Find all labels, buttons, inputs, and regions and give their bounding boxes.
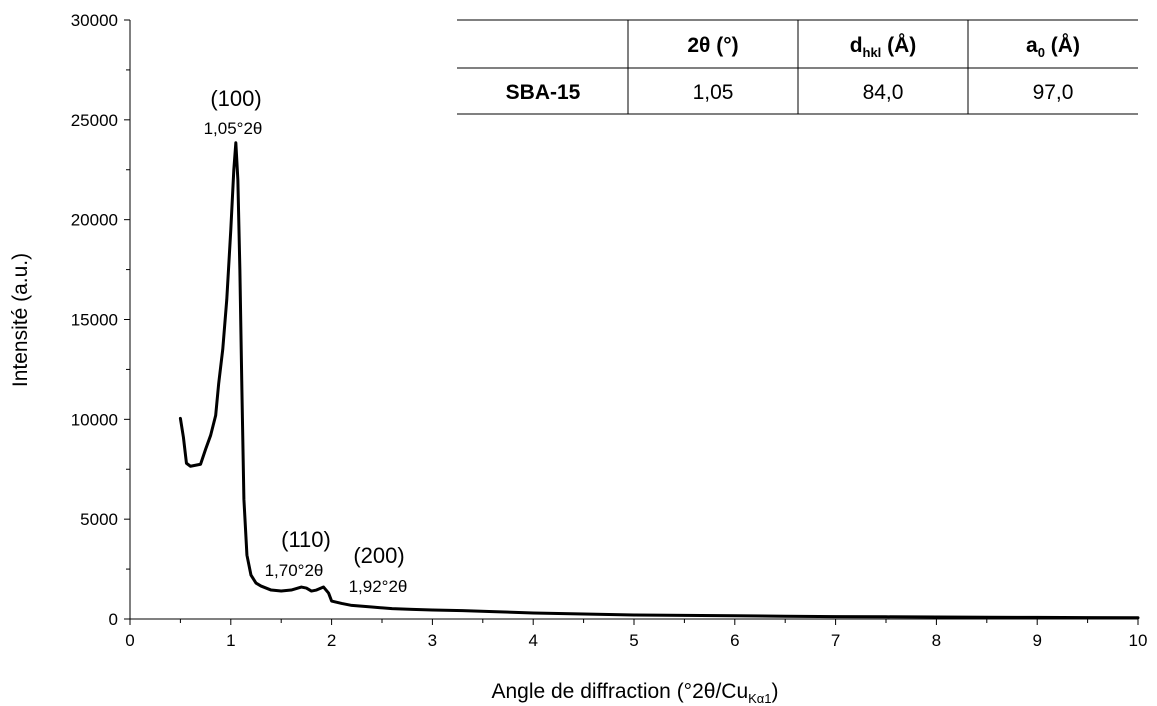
table-header-a0: a0 (Å) (1026, 33, 1080, 60)
x-tick-label: 4 (528, 631, 537, 650)
table-header-dhkl-unit: (Å) (881, 33, 916, 57)
peak-annotations: (100) 1,05°2θ (110) 1,70°2θ (200) 1,92°2… (204, 86, 408, 596)
x-tick-label: 3 (428, 631, 437, 650)
x-axis-label: Angle de diffraction (°2θ/CuKα1) (491, 680, 778, 706)
y-tick-label: 15000 (71, 311, 118, 330)
table-header-dhkl-subscript: hkl (863, 45, 882, 60)
annotation-label-110: (110) (281, 527, 331, 552)
table-cell-2theta: 1,05 (693, 81, 734, 104)
y-axis-label: Intensité (a.u.) (9, 253, 32, 387)
plot-area (178, 141, 1140, 620)
x-tick-label: 2 (327, 631, 336, 650)
annotation-value-100: 1,05°2θ (204, 119, 263, 138)
y-tick-label: 30000 (71, 11, 118, 30)
x-axis-label-main: Angle de diffraction (°2θ/Cu (491, 680, 748, 703)
table-header-a0-main: a (1026, 34, 1038, 57)
table-header-dhkl-main: d (850, 34, 863, 57)
table-header-2theta: 2θ (°) (687, 34, 738, 57)
x-axis-label-suffix: ) (772, 680, 779, 703)
annotation-value-110: 1,70°2θ (265, 561, 324, 580)
x-axis: 0 1 2 3 4 5 6 7 8 9 10 (125, 618, 1148, 650)
table-cell-a0: 97,0 (1033, 81, 1074, 104)
x-tick-label: 6 (730, 631, 739, 650)
x-tick-label: 9 (1032, 631, 1041, 650)
x-tick-label: 5 (629, 631, 638, 650)
y-tick-label: 5000 (80, 510, 118, 529)
x-tick-label: 10 (1129, 631, 1148, 650)
y-axis: 0 5000 10000 15000 20000 25000 30000 (71, 11, 131, 629)
table-header-a0-unit: (Å) (1045, 33, 1080, 57)
data-table: 2θ (°) dhkl (Å) a0 (Å) SBA-15 1,05 84,0 … (457, 19, 1138, 115)
x-tick-label: 7 (831, 631, 840, 650)
series-line-0 (178, 141, 1140, 620)
y-tick-label: 10000 (71, 410, 118, 429)
x-tick-label: 8 (932, 631, 941, 650)
table-header-dhkl: dhkl (Å) (850, 33, 917, 60)
table-cell-dhkl: 84,0 (863, 81, 904, 104)
y-tick-label: 25000 (71, 111, 118, 130)
x-tick-label: 0 (125, 631, 134, 650)
annotation-label-200: (200) (353, 543, 404, 568)
x-axis-label-subscript: Kα1 (748, 691, 771, 706)
annotation-label-100: (100) (210, 86, 261, 111)
y-tick-label: 0 (109, 610, 118, 629)
table-row-label: SBA-15 (506, 81, 581, 104)
table-header-a0-subscript: 0 (1038, 45, 1045, 60)
annotation-value-200: 1,92°2θ (349, 577, 408, 596)
x-tick-label: 1 (226, 631, 235, 650)
y-tick-label: 20000 (71, 211, 118, 230)
